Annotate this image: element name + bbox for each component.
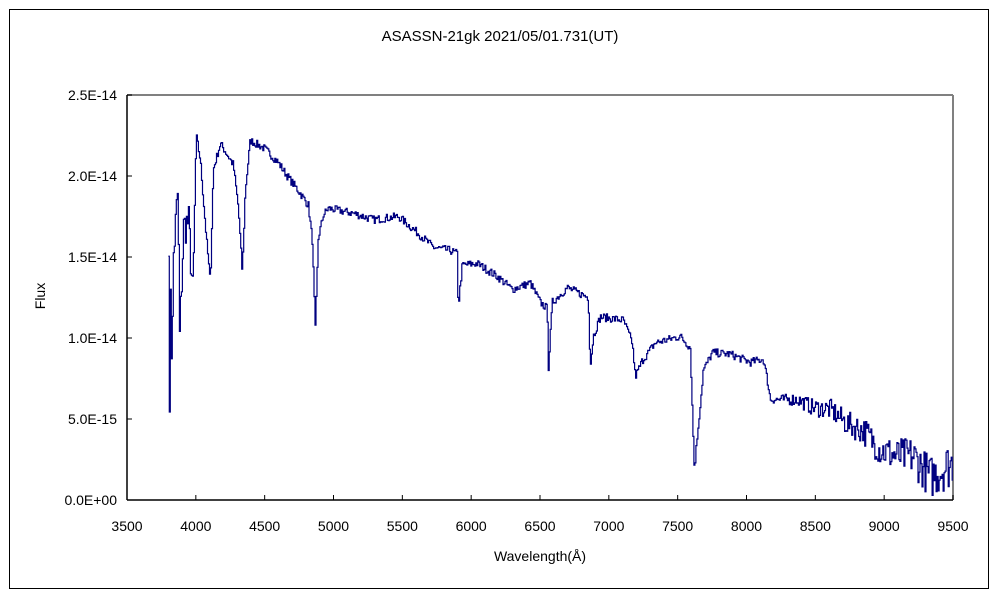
spectrum-line: [168, 134, 953, 496]
y-tick-label: 1.5E-14: [68, 249, 117, 265]
y-tick-label: 2.5E-14: [68, 87, 117, 103]
x-tick-label: 5000: [318, 518, 349, 534]
x-tick-label: 3500: [111, 518, 142, 534]
y-tick-label: 1.0E-14: [68, 330, 117, 346]
x-tick-label: 8500: [800, 518, 831, 534]
x-tick-label: 6000: [456, 518, 487, 534]
x-tick-label: 7000: [593, 518, 624, 534]
x-tick-label: 8000: [731, 518, 762, 534]
chart-title: ASASSN-21gk 2021/05/01.731(UT): [381, 28, 619, 45]
y-tick-label: 5.0E-15: [68, 411, 117, 427]
y-tick-label: 0.0E+00: [64, 492, 117, 508]
x-tick-label: 4500: [249, 518, 280, 534]
x-tick-label: 7500: [662, 518, 693, 534]
y-tick-label: 2.0E-14: [68, 168, 117, 184]
x-tick-label: 9000: [869, 518, 900, 534]
chart-frame: [9, 9, 989, 589]
x-axis-label: Wavelength(Å): [493, 548, 587, 564]
x-tick-label: 6500: [524, 518, 555, 534]
x-tick-label: 4000: [180, 518, 211, 534]
x-tick-label: 5500: [387, 518, 418, 534]
x-tick-label: 9500: [937, 518, 968, 534]
